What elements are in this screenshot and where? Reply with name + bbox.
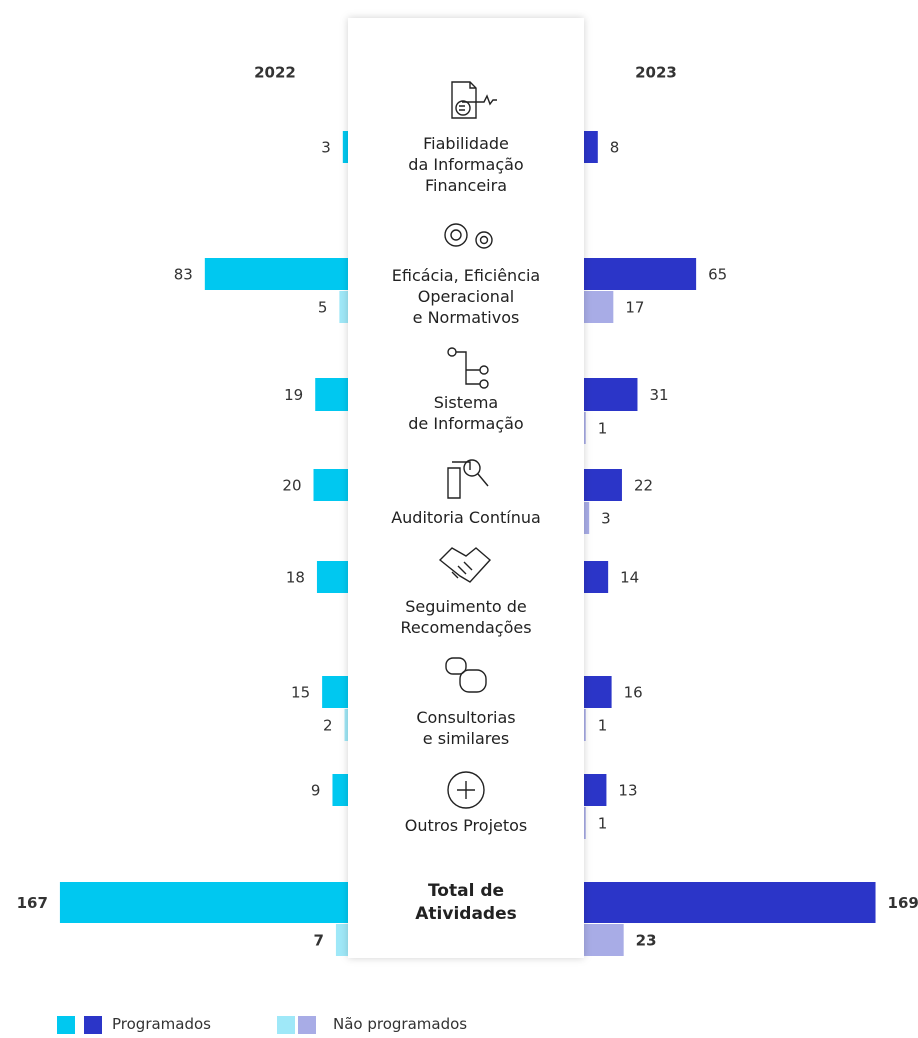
value-label: 1 [598,815,608,833]
bar [313,469,348,501]
bar [584,561,609,593]
value-label: 7 [313,932,323,950]
value-label: 1 [598,717,608,735]
value-label: 19 [284,386,303,404]
bar [584,924,624,956]
bar [584,774,607,806]
value-label: 14 [620,569,639,587]
category-label: Eficácia, Eficiência Operacional e Norma… [391,266,541,327]
value-label: 65 [708,266,727,284]
value-label: 20 [282,477,301,495]
value-label: 167 [17,894,48,912]
bar [584,291,614,323]
icon-search-doc [447,459,489,499]
value-label: 16 [624,684,643,702]
bar [315,378,348,411]
category-label: Sistema de Informação [408,393,524,433]
bar [584,502,590,534]
icon-plus [447,771,485,809]
bar [584,378,638,411]
icon-handshake [438,547,492,583]
icon-gears [444,223,493,249]
value-label: 22 [634,477,653,495]
category-label: Fiabilidade da Informação Financeira [408,134,524,195]
value-label: 169 [888,894,918,912]
value-label: 8 [610,139,620,157]
value-label: 18 [286,569,305,587]
icon-finance [451,81,497,119]
legend-label: Programados [112,1015,211,1033]
bar [332,774,348,806]
bar [584,131,598,163]
bar [339,291,348,323]
bar [204,258,348,290]
bars [59,131,876,956]
value-label: 31 [649,386,668,404]
value-label: 1 [598,420,608,438]
category-label: Consultorias e similares [416,708,516,748]
value-label: 23 [636,932,657,950]
legend-swatch [84,1016,102,1034]
bar [322,676,348,708]
value-label: 5 [318,299,328,317]
bar [344,709,348,741]
value-label: 3 [601,510,611,528]
bar [584,469,622,501]
bar [584,258,697,290]
icons [438,81,497,809]
value-label: 3 [321,139,331,157]
bar [342,131,348,163]
value-label: 83 [174,266,193,284]
category-label: Auditoria Contínua [391,508,541,527]
category-label: Total de Atividades [415,881,517,924]
bar [584,807,586,839]
value-label: 9 [311,782,321,800]
bar [335,924,348,956]
year-left: 2022 [254,64,296,82]
center-panel [348,18,584,958]
bar [584,709,586,741]
bar [584,882,876,923]
legend-label: Não programados [333,1015,468,1033]
bar [316,561,348,593]
icon-branch [447,347,489,389]
category-label: Outros Projetos [404,816,528,835]
legend-swatch [57,1016,75,1034]
value-label: 2 [323,717,333,735]
bar [584,676,612,708]
value-label: 13 [618,782,637,800]
legend-swatch [298,1016,316,1034]
icon-chat [445,657,487,693]
bar [584,412,586,444]
bar [59,882,349,923]
year-right: 2023 [635,64,677,82]
category-label: Seguimento de Recomendações [400,597,532,637]
value-label: 15 [291,684,310,702]
value-label: 17 [625,299,644,317]
legend-swatch [277,1016,295,1034]
